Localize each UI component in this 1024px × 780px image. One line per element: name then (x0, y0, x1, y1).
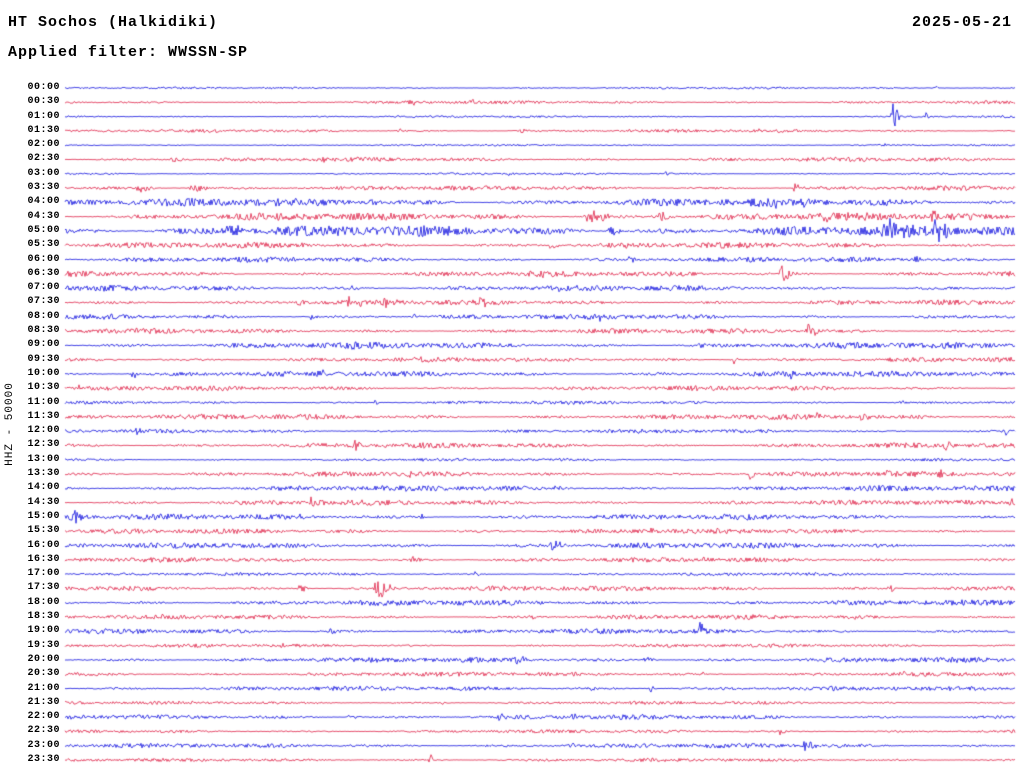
seismogram-traces (0, 0, 1024, 780)
